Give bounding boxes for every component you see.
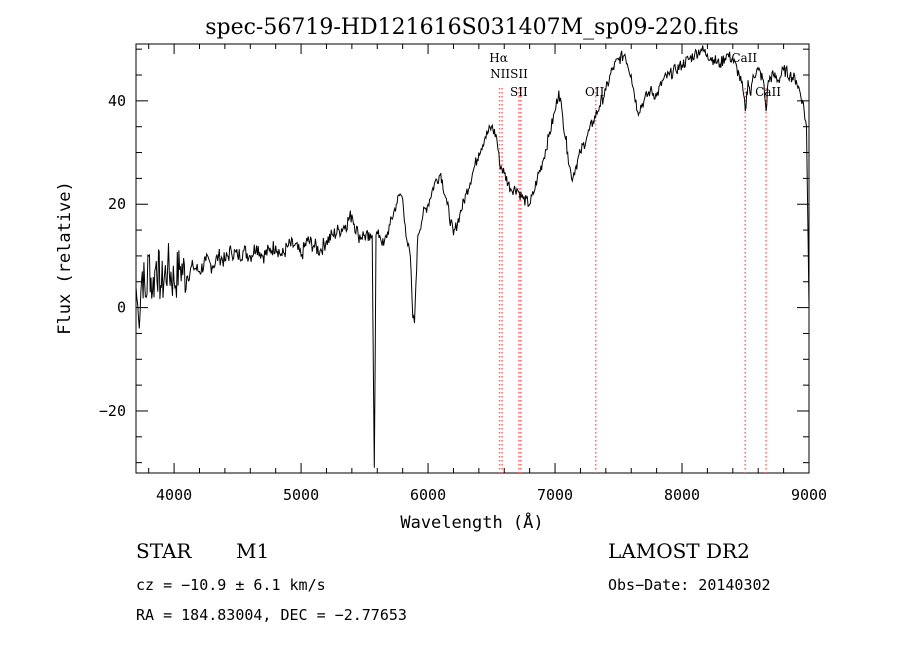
tick-labels: 4000 5000 6000 7000 8000 9000 −20 0 20 40 [99, 92, 827, 504]
x-tick-label: 6000 [410, 486, 446, 504]
y-tick-label: 0 [117, 299, 126, 317]
object-class: STAR [136, 539, 192, 563]
line-marker-label: Hα [489, 51, 508, 65]
redshift-label: cz = −10.9 ± 6.1 km/s [136, 576, 326, 594]
y-axis-label: Flux (relative) [55, 181, 75, 335]
x-tick-label: 5000 [283, 486, 319, 504]
line-marker-label: SII [510, 85, 528, 99]
survey-label: LAMOST DR2 [608, 539, 750, 563]
emission-line-markers: Hα NII SII SII OII CaII CaII [489, 51, 781, 473]
line-marker-label: CaII [731, 51, 757, 65]
obs-date-label: Obs−Date: 20140302 [608, 576, 771, 594]
line-marker-label: SII [510, 67, 528, 81]
x-tick-label: 9000 [791, 486, 827, 504]
line-marker-label: NII [490, 67, 510, 81]
x-tick-label: 8000 [664, 486, 700, 504]
radec-label: RA = 184.83004, DEC = −2.77653 [136, 606, 407, 624]
y-tick-label: 40 [108, 92, 126, 110]
spectrum-line [135, 45, 810, 468]
y-tick-label: 20 [108, 195, 126, 213]
line-marker-label: CaII [755, 85, 781, 99]
object-subclass: M1 [236, 539, 269, 563]
x-tick-label: 7000 [537, 486, 573, 504]
chart-title: spec-56719-HD121616S031407M_sp09-220.fit… [205, 15, 739, 40]
x-tick-label: 4000 [156, 486, 192, 504]
x-axis-label: Wavelength (Å) [400, 511, 543, 533]
line-marker-label: OII [585, 85, 605, 99]
axis-ticks [136, 44, 810, 473]
plot-frame [135, 43, 810, 474]
y-tick-label: −20 [99, 402, 126, 420]
